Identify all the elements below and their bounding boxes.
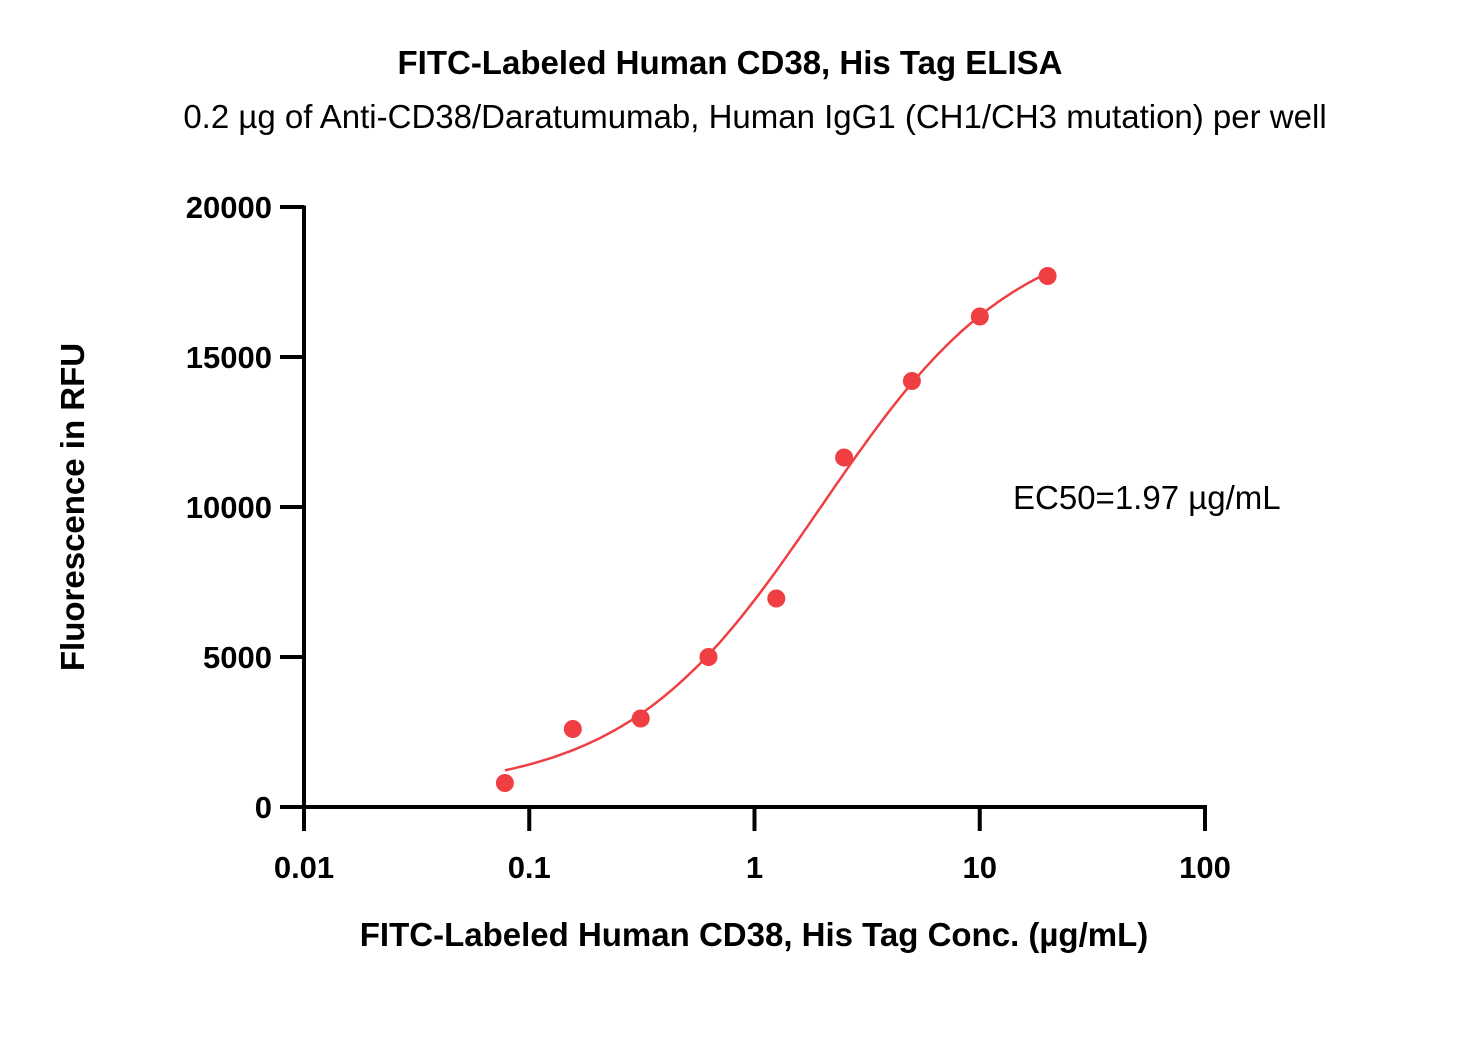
data-point (631, 709, 650, 728)
data-point (563, 720, 582, 738)
fit-curve-group (504, 271, 1049, 772)
chart-axes: 0 5000 10000 15000 20000 0.01 0.1 1 10 100 (186, 190, 1231, 885)
fit-curve (504, 271, 1049, 772)
data-point (699, 648, 718, 666)
ec50-annotation: EC50=1.97 µg/mL (1013, 479, 1281, 516)
data-points (495, 267, 1057, 792)
y-tick-label: 10000 (186, 490, 272, 525)
data-point (767, 589, 786, 608)
x-tick-label: 0.01 (274, 850, 334, 885)
x-tick-label: 100 (1179, 850, 1231, 885)
data-point (1038, 267, 1057, 285)
data-point (970, 307, 989, 326)
data-point (495, 774, 514, 792)
x-tick-label: 1 (746, 850, 763, 885)
data-point (835, 448, 854, 467)
x-axis-title: FITC-Labeled Human CD38, His Tag Conc. (… (360, 916, 1148, 953)
y-tick-label: 5000 (203, 640, 272, 675)
chart-subtitle: 0.2 µg of Anti-CD38/Daratumumab, Human I… (183, 98, 1327, 135)
y-axis-title: Fluorescence in RFU (54, 343, 91, 671)
y-tick-label: 0 (255, 790, 272, 825)
y-tick-label: 20000 (186, 190, 272, 225)
chart-title: FITC-Labeled Human CD38, His Tag ELISA (397, 44, 1063, 81)
y-tick-label: 15000 (186, 340, 272, 375)
x-tick-label: 0.1 (508, 850, 551, 885)
data-point (902, 372, 921, 390)
x-tick-label: 10 (963, 850, 997, 885)
